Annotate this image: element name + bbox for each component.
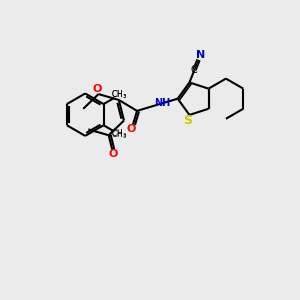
Text: CH$_3$: CH$_3$ [111,89,128,101]
Text: O: O [127,124,136,134]
Text: CH$_3$: CH$_3$ [111,128,128,141]
Text: O: O [109,149,118,159]
Text: N: N [196,50,205,60]
Text: C: C [191,65,197,75]
Text: NH: NH [154,98,170,108]
Text: O: O [92,84,102,94]
Text: CH$_3$: CH$_3$ [111,89,127,101]
Text: CH$_3$: CH$_3$ [111,128,127,140]
Text: S: S [183,114,192,127]
